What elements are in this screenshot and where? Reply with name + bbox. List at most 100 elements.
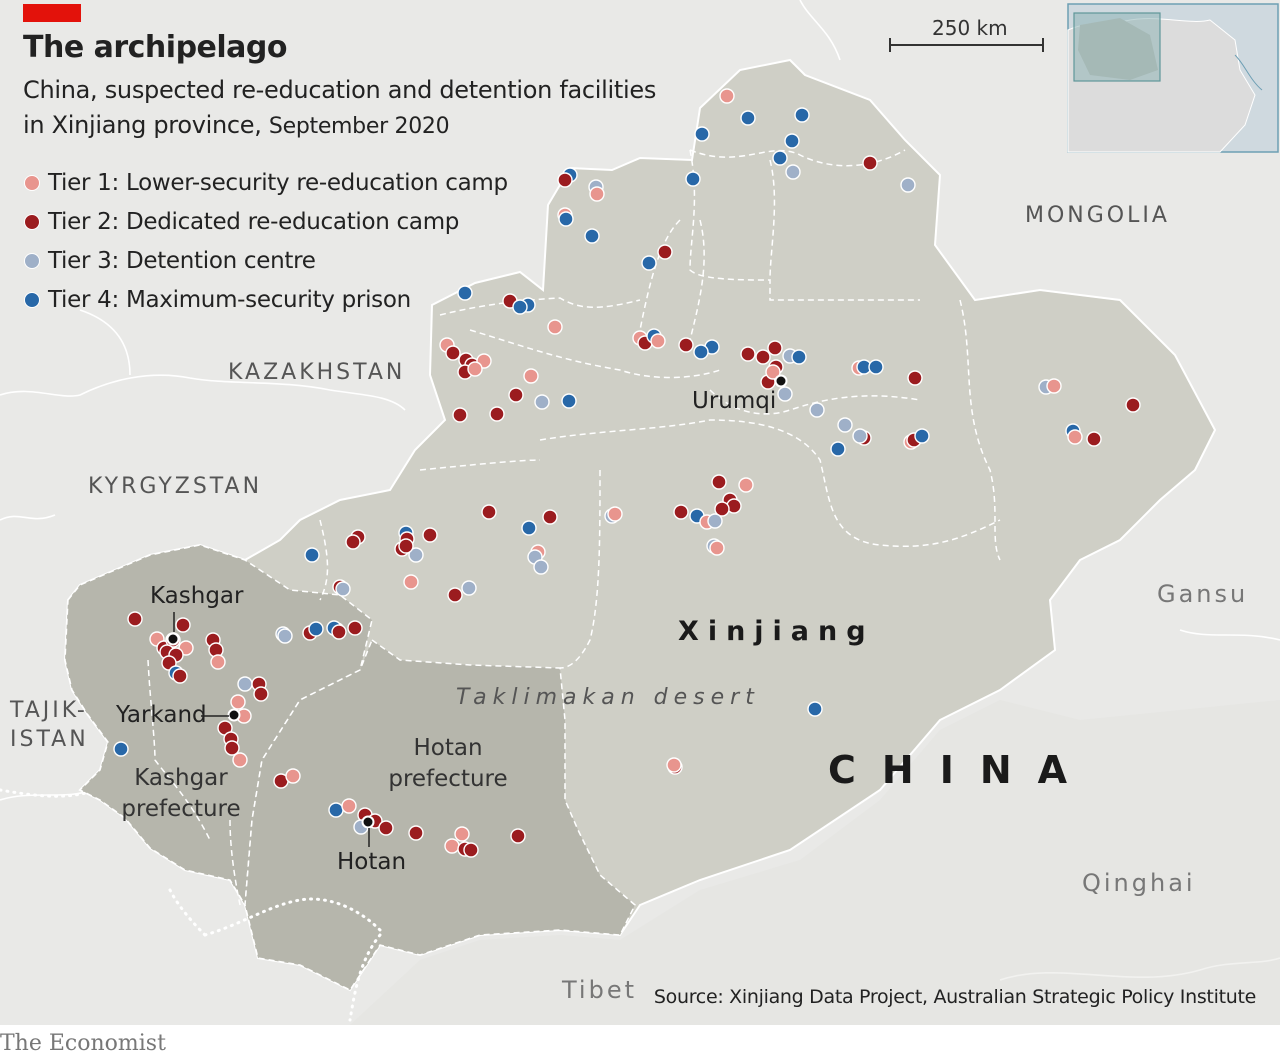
city-markers (166, 374, 788, 847)
facility-point (523, 368, 539, 384)
legend-swatch-tier3 (24, 253, 40, 269)
city-dot-urumqi (774, 374, 788, 388)
legend-tier: Tier 1: (48, 170, 119, 196)
label-kashgar-prefecture: Kashgar prefecture (121, 763, 241, 825)
facility-point (237, 676, 253, 692)
facility-point (914, 428, 930, 444)
hotan-prefecture (244, 638, 636, 991)
footer-bar (0, 1025, 1280, 1061)
legend-item-tier2: Tier 2: Dedicated re-education camp (24, 209, 459, 235)
pref-line2: prefecture (121, 796, 241, 822)
facility-point (328, 802, 344, 818)
facility-point (785, 164, 801, 180)
legend-swatch-tier1 (24, 175, 40, 191)
facility-point (534, 394, 550, 410)
facility-point (444, 838, 460, 854)
facility-point (791, 349, 807, 365)
facility-point (422, 527, 438, 543)
facility-point (650, 333, 666, 349)
facility-point (714, 501, 730, 517)
facility-point (232, 752, 248, 768)
facility-point (172, 668, 188, 684)
facility-point (113, 741, 129, 757)
chart-title: The archipelago (23, 30, 288, 65)
pref-line1: Hotan (413, 735, 483, 761)
facility-point (285, 768, 301, 784)
facility-point (557, 172, 573, 188)
facility-point (738, 477, 754, 493)
facility-point (1067, 429, 1083, 445)
legend-item-tier4: Tier 4: Maximum-security prison (24, 287, 411, 313)
facility-point (463, 842, 479, 858)
facility-point (719, 88, 735, 104)
subtitle-date: September 2020 (268, 114, 450, 139)
facility-point (224, 740, 240, 756)
facility-point (794, 107, 810, 123)
legend-swatch-tier4 (24, 292, 40, 308)
city-label-kashgar: Kashgar (150, 583, 244, 609)
label-hotan-prefecture: Hotan prefecture (388, 733, 508, 795)
facility-point (809, 402, 825, 418)
brand-wordmark: The Economist (0, 1031, 166, 1056)
facility-point (685, 171, 701, 187)
facility-point (445, 345, 461, 361)
facility-point (673, 504, 689, 520)
legend-label: Maximum-security prison (125, 287, 411, 313)
label-tajikistan-2: ISTAN (10, 727, 89, 752)
facility-point (1046, 378, 1062, 394)
facility-point (335, 581, 351, 597)
facility-point (740, 346, 756, 362)
city-label-urumqi: Urumqi (692, 388, 777, 414)
facility-point (694, 126, 710, 142)
facility-point (175, 617, 191, 633)
facility-point (467, 361, 483, 377)
facility-point (308, 621, 324, 637)
facility-point (1086, 431, 1102, 447)
facility-point (907, 370, 923, 386)
locator-inset (1067, 3, 1279, 153)
facility-point (461, 580, 477, 596)
facility-point (403, 574, 419, 590)
facility-point (521, 520, 537, 536)
legend-label: Dedicated re-education camp (125, 209, 460, 235)
facility-point (542, 509, 558, 525)
chart-subtitle-line1: China, suspected re-education and detent… (23, 76, 657, 104)
label-kyrgyzstan: KYRGYZSTAN (88, 474, 263, 499)
facility-point (740, 110, 756, 126)
facility-point (277, 628, 293, 644)
facility-point (584, 228, 600, 244)
city-label-hotan: Hotan (337, 849, 407, 875)
label-xinjiang: Xinjiang (678, 616, 875, 647)
legend-item-tier1: Tier 1: Lower-security re-education camp (24, 170, 508, 196)
facility-point (772, 150, 788, 166)
facility-point (230, 694, 246, 710)
legend-swatch-tier2 (24, 214, 40, 230)
facility-point (481, 504, 497, 520)
city-dot-yarkand (227, 708, 241, 722)
facility-point (641, 255, 657, 271)
tibet-area (350, 700, 1280, 1025)
scale-bar (889, 38, 1044, 52)
label-qinghai: Qinghai (1082, 869, 1196, 897)
facility-point (777, 386, 793, 402)
pref-line1: Kashgar (134, 765, 228, 791)
facility-point (767, 340, 783, 356)
facility-point (347, 620, 363, 636)
facility-point (253, 686, 269, 702)
city-dot-hotan (361, 815, 375, 829)
facility-point (830, 441, 846, 457)
facility-point (408, 547, 424, 563)
chart-subtitle-line2: in Xinjiang province, September 2020 (23, 111, 450, 139)
facility-point (561, 393, 577, 409)
facility-point (454, 826, 470, 842)
international-borders (0, 788, 382, 1022)
facility-points (113, 88, 1141, 858)
label-tibet: Tibet (562, 976, 637, 1004)
facility-point (784, 133, 800, 149)
facility-point (765, 364, 781, 380)
facility-point (378, 820, 394, 836)
brand-red-bar (23, 4, 81, 22)
facility-point (837, 417, 853, 433)
facility-point (868, 359, 884, 375)
